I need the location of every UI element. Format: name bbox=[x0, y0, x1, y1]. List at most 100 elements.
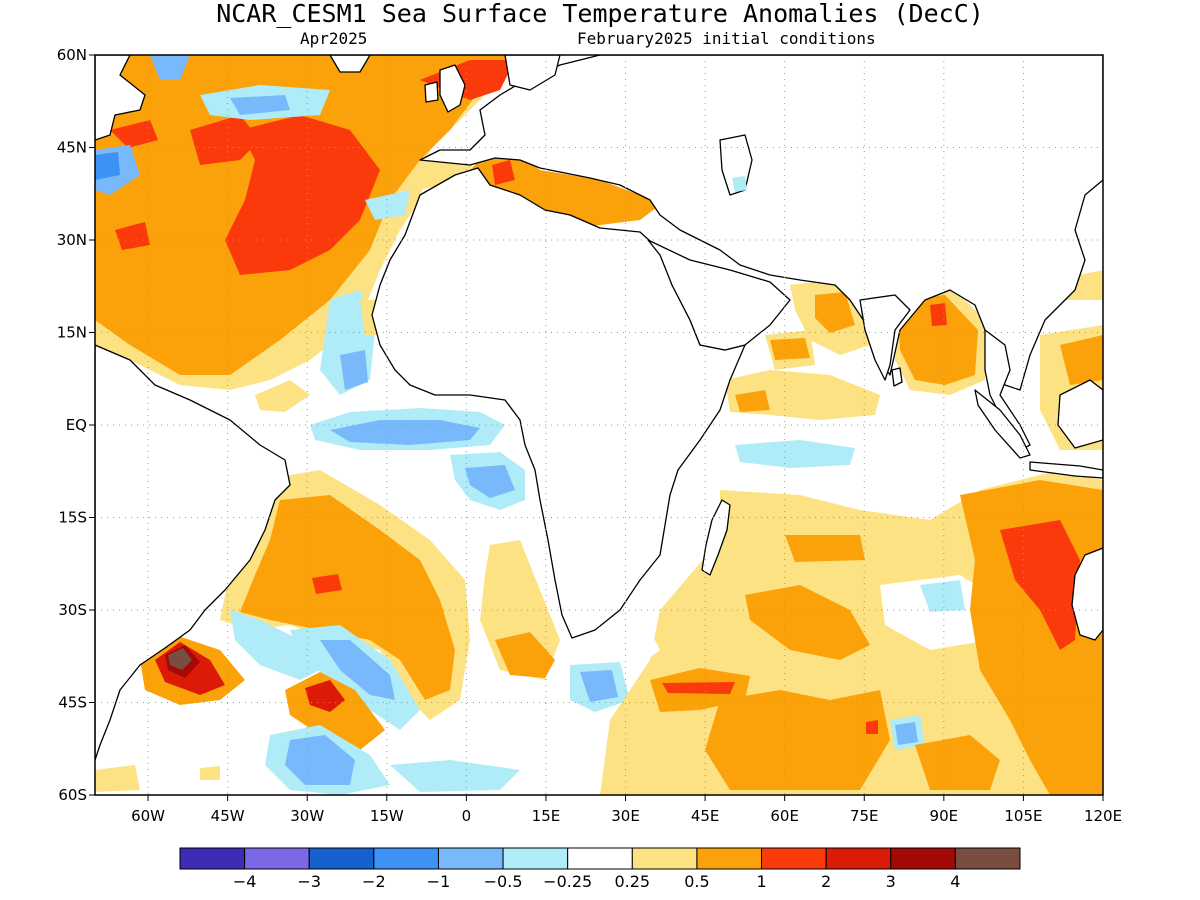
anomaly-region bbox=[225, 115, 380, 275]
anomaly-region bbox=[1000, 520, 1080, 650]
colorbar-swatch bbox=[567, 847, 633, 870]
lon-tick-label: 30W bbox=[290, 807, 324, 825]
gridlines bbox=[95, 55, 1103, 795]
lon-tick-label: 105E bbox=[1004, 807, 1042, 825]
anomaly-region bbox=[600, 612, 660, 665]
madagascar-coastline bbox=[701, 499, 731, 576]
colorbar-label: 0.25 bbox=[614, 872, 650, 891]
colorbar-label: −3 bbox=[297, 872, 321, 891]
colorbar-swatch bbox=[244, 847, 310, 870]
anomaly-region bbox=[930, 303, 947, 326]
anomaly-region bbox=[735, 390, 770, 412]
iceland-coastline bbox=[329, 55, 371, 73]
lat-tick-label: EQ bbox=[66, 416, 87, 434]
north-america-coastline bbox=[95, 55, 146, 141]
anomaly-region bbox=[785, 535, 865, 562]
australia-coastline bbox=[1071, 547, 1103, 641]
anomaly-region bbox=[880, 575, 1000, 650]
scandinavia-coastline bbox=[504, 55, 561, 91]
colorbar-label: −4 bbox=[233, 872, 257, 891]
anomaly-region bbox=[115, 222, 150, 250]
anomaly-region bbox=[95, 152, 120, 180]
anomaly-region bbox=[920, 580, 965, 612]
south-america-coastline bbox=[95, 344, 291, 761]
anomaly-region bbox=[110, 120, 158, 148]
anomaly-region bbox=[1060, 335, 1103, 385]
anomaly-region bbox=[190, 115, 260, 165]
colorbar-labels: −4 −3 −2 −1 −0.5 −0.25 0.25 0.5 1 2 3 4 bbox=[233, 872, 961, 891]
colorbar bbox=[179, 847, 1021, 870]
colorbar-swatch bbox=[373, 847, 439, 870]
colorbar-swatch bbox=[179, 847, 246, 870]
lat-tick-label: 15S bbox=[58, 509, 87, 527]
lon-tick-label: 120E bbox=[1084, 807, 1122, 825]
anomaly-region bbox=[420, 60, 515, 100]
lon-tick-label: 0 bbox=[462, 807, 472, 825]
colorbar-swatch bbox=[696, 847, 763, 870]
colorbar-label: −2 bbox=[362, 872, 386, 891]
colorbar-swatch bbox=[890, 847, 956, 870]
anomaly-region bbox=[240, 495, 455, 700]
anomaly-region bbox=[705, 690, 890, 790]
anomaly-region bbox=[365, 190, 410, 220]
eurasia-coastline bbox=[419, 55, 1103, 391]
anomaly-region bbox=[150, 55, 190, 80]
anomaly-region bbox=[815, 292, 855, 333]
anomaly-region bbox=[898, 295, 978, 385]
anomaly-region bbox=[390, 760, 520, 792]
anomaly-region bbox=[745, 585, 870, 660]
india-coastline bbox=[859, 294, 911, 381]
initial-conditions: February2025 initial conditions bbox=[577, 29, 876, 48]
colorbar-swatch bbox=[761, 847, 827, 870]
longitude-labels: 60W 45W 30W 15W 0 15E 30E 45E 60E 75E 90E 105E 120E bbox=[131, 795, 1122, 825]
anomaly-region bbox=[470, 150, 660, 230]
anomaly-region bbox=[255, 380, 310, 412]
java-coastline bbox=[1029, 461, 1103, 479]
anomaly-shading bbox=[95, 55, 1103, 795]
colorbar-label: −0.25 bbox=[543, 872, 592, 891]
africa-coastline bbox=[371, 167, 746, 639]
anomaly-region bbox=[662, 682, 735, 694]
ireland-coastline bbox=[424, 81, 439, 103]
british-isles-coastline bbox=[439, 64, 466, 113]
lon-tick-label: 75E bbox=[850, 807, 879, 825]
anomaly-region bbox=[340, 350, 368, 390]
anomaly-region bbox=[732, 176, 747, 192]
arabia-coastline bbox=[647, 239, 791, 351]
anomaly-region bbox=[735, 440, 855, 468]
colorbar-label: 1 bbox=[756, 872, 766, 891]
map-title: NCAR_CESM1 Sea Surface Temperature Anoma… bbox=[216, 0, 984, 28]
anomaly-region bbox=[305, 680, 345, 712]
colorbar-swatch bbox=[437, 847, 504, 870]
latitude-labels: 60N 45N 30N 15N EQ 15S 30S 45S 60S bbox=[57, 46, 95, 804]
anomaly-region bbox=[95, 765, 140, 792]
anomaly-region bbox=[770, 338, 810, 360]
colorbar-label: −1 bbox=[427, 872, 451, 891]
lon-tick-label: 30E bbox=[611, 807, 640, 825]
anomaly-region bbox=[580, 670, 618, 702]
colorbar-swatch bbox=[954, 847, 1021, 870]
colorbar-label: 4 bbox=[950, 872, 960, 891]
anomaly-region bbox=[320, 640, 395, 700]
sumatra-coastline bbox=[974, 389, 1031, 459]
anomaly-region bbox=[200, 766, 220, 780]
anomaly-region bbox=[285, 735, 355, 785]
anomaly-region bbox=[492, 160, 515, 185]
colorbar-swatch bbox=[825, 847, 892, 870]
southeast-asia-coastline bbox=[984, 329, 1031, 451]
sri-lanka-coastline bbox=[891, 367, 903, 387]
colorbar-swatch bbox=[631, 847, 698, 870]
colorbar-label: 2 bbox=[821, 872, 831, 891]
lon-tick-label: 15W bbox=[370, 807, 404, 825]
lon-tick-label: 15E bbox=[532, 807, 561, 825]
lat-tick-label: 30S bbox=[58, 601, 87, 619]
anomaly-region bbox=[230, 610, 330, 680]
anomaly-region bbox=[495, 632, 555, 678]
lat-tick-label: 60N bbox=[57, 46, 87, 64]
anomaly-region bbox=[915, 735, 1000, 790]
lon-tick-label: 60E bbox=[770, 807, 799, 825]
colorbar-label: 3 bbox=[886, 872, 896, 891]
lat-tick-label: 15N bbox=[57, 324, 87, 342]
colorbar-label: −0.5 bbox=[484, 872, 523, 891]
